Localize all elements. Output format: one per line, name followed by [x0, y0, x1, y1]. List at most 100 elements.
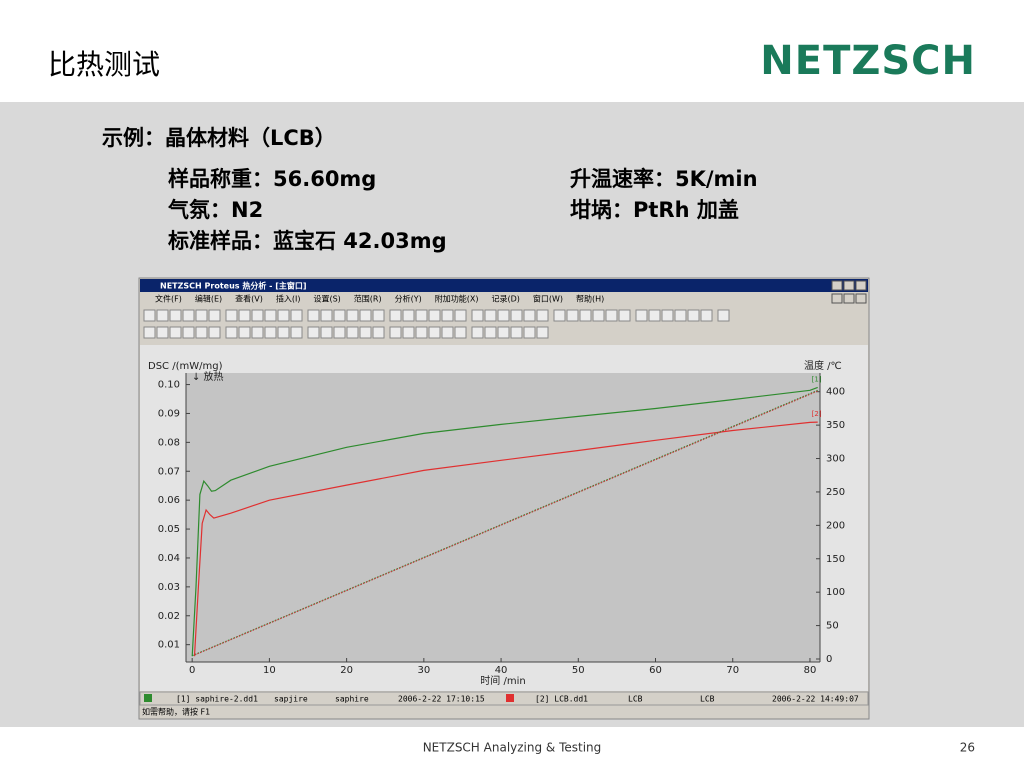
- toolbar-button[interactable]: [372, 309, 385, 322]
- x-tick-label: 30: [417, 665, 430, 676]
- toolbar-button[interactable]: [402, 326, 415, 339]
- toolbar-button[interactable]: [605, 309, 618, 322]
- toolbar-button[interactable]: [389, 326, 402, 339]
- menu-item[interactable]: 分析(Y): [395, 294, 422, 304]
- toolbar-button[interactable]: [320, 326, 333, 339]
- toolbar-button[interactable]: [402, 309, 415, 322]
- menu-item[interactable]: 设置(S): [313, 294, 340, 304]
- toolbar-button[interactable]: [195, 309, 208, 322]
- toolbar-button[interactable]: [523, 309, 536, 322]
- menu-item[interactable]: 记录(D): [491, 295, 519, 304]
- toolbar-button[interactable]: [648, 309, 661, 322]
- menu-item[interactable]: 范围(R): [354, 294, 382, 304]
- toolbar-button[interactable]: [484, 309, 497, 322]
- window-button[interactable]: [831, 293, 843, 304]
- toolbar-button[interactable]: [277, 309, 290, 322]
- toolbar-button[interactable]: [523, 326, 536, 339]
- menu-item[interactable]: 文件(F): [155, 294, 182, 304]
- toolbar-button[interactable]: [510, 326, 523, 339]
- toolbar-button[interactable]: [415, 309, 428, 322]
- toolbar-button[interactable]: [674, 309, 687, 322]
- toolbar-button[interactable]: [389, 309, 402, 322]
- toolbar-button[interactable]: [195, 326, 208, 339]
- toolbar-button[interactable]: [333, 309, 346, 322]
- toolbar-button[interactable]: [536, 326, 549, 339]
- x-tick-label: 50: [572, 665, 585, 676]
- toolbar-button[interactable]: [208, 326, 221, 339]
- toolbar-button[interactable]: [454, 326, 467, 339]
- y2-tick-label: 250: [826, 487, 845, 498]
- toolbar-button[interactable]: [264, 326, 277, 339]
- toolbar-button[interactable]: [182, 326, 195, 339]
- toolbar-button[interactable]: [471, 326, 484, 339]
- toolbar-button[interactable]: [553, 309, 566, 322]
- toolbar-button[interactable]: [700, 309, 713, 322]
- window-button[interactable]: [855, 293, 867, 304]
- toolbar-button[interactable]: [618, 309, 631, 322]
- toolbar-button[interactable]: [143, 326, 156, 339]
- toolbar-button[interactable]: [471, 309, 484, 322]
- toolbar-button[interactable]: [441, 326, 454, 339]
- toolbar-button[interactable]: [156, 309, 169, 322]
- window-button[interactable]: [831, 280, 843, 291]
- toolbar-button[interactable]: [717, 309, 730, 322]
- toolbar-button[interactable]: [497, 309, 510, 322]
- toolbar-button[interactable]: [208, 309, 221, 322]
- toolbar-button[interactable]: [143, 309, 156, 322]
- toolbar-button[interactable]: [182, 309, 195, 322]
- toolbar-button[interactable]: [510, 309, 523, 322]
- toolbar-button[interactable]: [307, 326, 320, 339]
- toolbar-button[interactable]: [497, 326, 510, 339]
- menu-item[interactable]: 查看(V): [235, 294, 263, 304]
- toolbar-button[interactable]: [225, 326, 238, 339]
- menu-item[interactable]: 插入(I): [276, 294, 301, 304]
- window-button[interactable]: [843, 293, 855, 304]
- toolbar-button[interactable]: [251, 309, 264, 322]
- toolbar-button[interactable]: [484, 326, 497, 339]
- toolbar-button[interactable]: [156, 326, 169, 339]
- toolbar-button[interactable]: [307, 309, 320, 322]
- toolbar-button[interactable]: [359, 309, 372, 322]
- toolbar-button[interactable]: [372, 326, 385, 339]
- toolbar-button[interactable]: [454, 309, 467, 322]
- toolbar-button[interactable]: [536, 309, 549, 322]
- window-button[interactable]: [843, 280, 855, 291]
- toolbar-button[interactable]: [346, 326, 359, 339]
- menu-item[interactable]: 帮助(H): [576, 294, 604, 304]
- y2-tick-label: 200: [826, 520, 845, 531]
- param: 标准样品：蓝宝石 42.03mg: [168, 229, 447, 253]
- toolbar-button[interactable]: [359, 326, 372, 339]
- status-bar: [139, 691, 869, 706]
- menu-item[interactable]: 编辑(E): [195, 294, 222, 304]
- toolbar-button[interactable]: [169, 326, 182, 339]
- toolbar-button[interactable]: [238, 309, 251, 322]
- toolbar-button[interactable]: [333, 326, 346, 339]
- toolbar-button[interactable]: [277, 326, 290, 339]
- toolbar-button[interactable]: [320, 309, 333, 322]
- toolbar-button[interactable]: [428, 326, 441, 339]
- toolbar-button[interactable]: [428, 309, 441, 322]
- toolbar-button[interactable]: [579, 309, 592, 322]
- toolbar-button[interactable]: [169, 309, 182, 322]
- toolbar-button[interactable]: [592, 309, 605, 322]
- toolbar-button[interactable]: [441, 309, 454, 322]
- toolbar-button[interactable]: [251, 326, 264, 339]
- toolbar-button[interactable]: [225, 309, 238, 322]
- toolbar-button[interactable]: [346, 309, 359, 322]
- toolbar-button[interactable]: [290, 309, 303, 322]
- toolbar-button[interactable]: [415, 326, 428, 339]
- toolbar-button[interactable]: [566, 309, 579, 322]
- toolbar-button[interactable]: [635, 309, 648, 322]
- toolbar-button[interactable]: [661, 309, 674, 322]
- menu-item[interactable]: 窗口(W): [533, 294, 563, 304]
- toolbar-button[interactable]: [290, 326, 303, 339]
- y-axis-label: DSC /(mW/mg): [148, 361, 223, 372]
- footer: [0, 727, 1024, 768]
- toolbar-button[interactable]: [687, 309, 700, 322]
- toolbar-button[interactable]: [238, 326, 251, 339]
- menu-item[interactable]: 附加功能(X): [435, 294, 479, 304]
- status-field: 2006-2-22 14:49:07: [772, 695, 859, 704]
- window-button[interactable]: [855, 280, 867, 291]
- y-tick-label: 0.05: [158, 524, 180, 535]
- toolbar-button[interactable]: [264, 309, 277, 322]
